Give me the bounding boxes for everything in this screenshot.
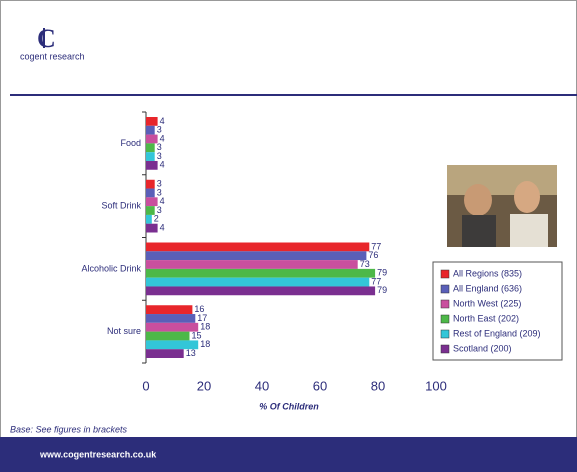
bar (146, 305, 193, 315)
bar (146, 260, 358, 269)
data-label: 4 (160, 133, 165, 143)
bar (146, 268, 376, 278)
x-tick-label: 80 (371, 378, 385, 393)
legend-swatch (440, 269, 450, 279)
legend-swatch (440, 329, 450, 339)
bar (146, 331, 190, 341)
x-tick-label: 20 (197, 378, 211, 393)
category-label: Soft Drink (101, 201, 141, 211)
header-rule (10, 94, 577, 96)
data-label: 3 (157, 179, 162, 189)
bar (146, 179, 155, 189)
bar (146, 340, 199, 350)
data-label: 4 (160, 222, 165, 232)
legend-label: All Regions (835) (453, 268, 522, 278)
footer-band (0, 437, 577, 472)
bar (146, 223, 158, 233)
photo-person (464, 184, 492, 216)
data-label: 79 (377, 285, 387, 295)
bar (146, 134, 158, 144)
logo-text: cogent research (20, 51, 85, 61)
data-label: 2 (154, 214, 159, 224)
logo-icon: C (37, 24, 56, 53)
category-label: Not sure (107, 326, 141, 336)
data-label: 3 (157, 151, 162, 161)
base-note: Base: See figures in brackets (10, 424, 128, 434)
logo-icon-bar (43, 28, 45, 48)
bar (146, 242, 370, 252)
bar (146, 322, 199, 332)
bar (146, 206, 155, 215)
data-label: 18 (200, 322, 210, 332)
category-label: Food (120, 138, 141, 148)
x-axis-title: % Of Children (259, 401, 319, 411)
bar (146, 160, 158, 170)
legend-swatch (440, 299, 450, 309)
bar (146, 125, 155, 135)
bar (146, 152, 155, 161)
bar (146, 277, 370, 287)
data-label: 4 (160, 116, 165, 126)
data-label: 77 (371, 276, 381, 286)
legend-swatch (440, 344, 450, 354)
data-label: 18 (200, 339, 210, 349)
legend-label: Rest of England (209) (453, 328, 541, 338)
footer-url: www.cogentresearch.co.uk (39, 449, 157, 459)
bar (146, 117, 158, 126)
bar (146, 349, 184, 358)
legend-label: North West (225) (453, 298, 521, 308)
photo-body (510, 214, 548, 247)
legend-label: North East (202) (453, 313, 519, 323)
data-label: 73 (360, 259, 370, 269)
legend-label: All England (636) (453, 283, 522, 293)
bar (146, 143, 155, 153)
bar (146, 314, 196, 323)
data-label: 3 (157, 142, 162, 152)
data-label: 76 (368, 250, 378, 260)
data-label: 77 (371, 241, 381, 251)
data-label: 3 (157, 187, 162, 197)
category-label: Alcoholic Drink (81, 263, 141, 273)
bar (146, 188, 155, 198)
bar (146, 197, 158, 207)
bar (146, 214, 152, 224)
x-tick-label: 40 (255, 378, 269, 393)
x-tick-label: 0 (142, 378, 149, 393)
data-label: 3 (157, 125, 162, 135)
photo-wall (447, 165, 557, 195)
data-label: 16 (194, 304, 204, 314)
legend-swatch (440, 314, 450, 324)
data-label: 15 (192, 330, 202, 340)
legend-label: Scotland (200) (453, 343, 512, 353)
data-label: 4 (160, 196, 165, 206)
legend-box (432, 261, 563, 361)
x-tick-label: 60 (313, 378, 327, 393)
photo (447, 165, 557, 247)
logo: C cogent research (20, 24, 85, 61)
bar (146, 251, 367, 261)
x-tick-label: 100 (425, 378, 447, 393)
legend-swatch (440, 284, 450, 294)
photo-body (462, 215, 496, 247)
data-label: 13 (186, 348, 196, 358)
data-label: 4 (160, 160, 165, 170)
legend: All Regions (835) All England (636) North … (432, 261, 563, 361)
bar (146, 286, 376, 296)
data-label: 17 (197, 313, 207, 323)
photo-person (514, 181, 540, 213)
data-label: 79 (377, 268, 387, 278)
data-label: 3 (157, 205, 162, 215)
